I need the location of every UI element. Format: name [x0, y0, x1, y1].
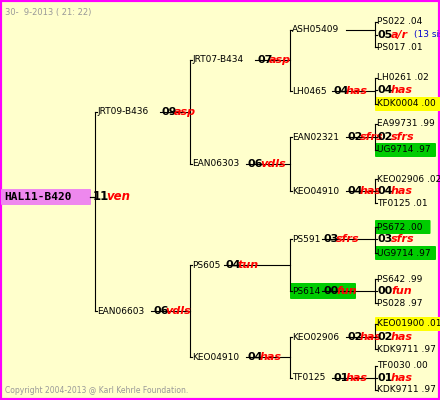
- Text: PS672 .00: PS672 .00: [377, 222, 422, 232]
- Text: has: has: [391, 332, 413, 342]
- Text: 04: 04: [348, 186, 363, 196]
- Text: PS605: PS605: [192, 260, 220, 270]
- Text: KEO04910: KEO04910: [192, 352, 239, 362]
- Text: asp: asp: [269, 55, 291, 65]
- Text: has: has: [391, 85, 413, 95]
- Text: 06: 06: [248, 159, 264, 169]
- Text: asp: asp: [174, 107, 196, 117]
- Text: 02: 02: [348, 132, 363, 142]
- Text: UG9714 .97: UG9714 .97: [377, 248, 431, 258]
- Text: has: has: [391, 373, 413, 383]
- Text: TF0030 .00: TF0030 .00: [377, 362, 428, 370]
- Text: has: has: [360, 332, 382, 342]
- Text: KEO04910: KEO04910: [292, 186, 339, 196]
- Text: sfrs: sfrs: [391, 234, 414, 244]
- Text: KEO02906 .02: KEO02906 .02: [377, 174, 440, 184]
- Text: 04: 04: [226, 260, 242, 270]
- Text: LH0261 .02: LH0261 .02: [377, 74, 429, 82]
- Text: EA99731 .99: EA99731 .99: [377, 120, 435, 128]
- Text: fun: fun: [391, 286, 412, 296]
- Text: EAN06603: EAN06603: [97, 306, 144, 316]
- Text: sfrs: sfrs: [391, 132, 414, 142]
- FancyBboxPatch shape: [290, 283, 356, 299]
- Text: fun: fun: [336, 286, 357, 296]
- Text: sfrs: sfrs: [336, 234, 359, 244]
- Text: 04: 04: [377, 186, 392, 196]
- Text: 05: 05: [377, 30, 392, 40]
- Text: vdls: vdls: [260, 159, 286, 169]
- Text: 03: 03: [377, 234, 392, 244]
- Text: ASH05409: ASH05409: [292, 26, 339, 34]
- FancyBboxPatch shape: [375, 143, 436, 157]
- FancyBboxPatch shape: [375, 246, 436, 260]
- Text: 04: 04: [334, 86, 349, 96]
- Text: has: has: [346, 86, 368, 96]
- Text: KEO02906: KEO02906: [292, 332, 339, 342]
- Text: has: has: [360, 186, 382, 196]
- Text: KDK0004 .00: KDK0004 .00: [377, 100, 436, 108]
- Text: Copyright 2004-2013 @ Karl Kehrle Foundation.: Copyright 2004-2013 @ Karl Kehrle Founda…: [5, 386, 188, 395]
- Text: JRT09-B436: JRT09-B436: [97, 108, 148, 116]
- Text: KDK9711 .97: KDK9711 .97: [377, 344, 436, 354]
- Text: 30-  9-2013 ( 21: 22): 30- 9-2013 ( 21: 22): [5, 8, 92, 17]
- Text: EAN02321: EAN02321: [292, 132, 339, 142]
- Text: 00: 00: [324, 286, 339, 296]
- Text: a/r: a/r: [391, 30, 408, 40]
- Text: tun: tun: [238, 260, 259, 270]
- Text: 07: 07: [257, 55, 272, 65]
- Text: JRT07-B434: JRT07-B434: [192, 56, 243, 64]
- Text: PS642 .99: PS642 .99: [377, 274, 422, 284]
- Text: PS022 .04: PS022 .04: [377, 18, 422, 26]
- Text: 09: 09: [162, 107, 177, 117]
- FancyBboxPatch shape: [375, 317, 440, 331]
- Text: 11: 11: [93, 190, 109, 204]
- Text: ven: ven: [106, 190, 130, 204]
- Text: KEO01900 .01: KEO01900 .01: [377, 320, 440, 328]
- Text: vdls: vdls: [165, 306, 191, 316]
- FancyBboxPatch shape: [1, 189, 91, 205]
- Text: has: has: [391, 186, 413, 196]
- Text: HAL11-B420: HAL11-B420: [4, 192, 71, 202]
- Text: PS591: PS591: [292, 234, 320, 244]
- Text: KDK9711 .97: KDK9711 .97: [377, 386, 436, 394]
- Text: LH0465: LH0465: [292, 86, 326, 96]
- Text: 04: 04: [248, 352, 264, 362]
- Text: TF0125 .01: TF0125 .01: [377, 198, 428, 208]
- Text: 04: 04: [377, 85, 392, 95]
- Text: 02: 02: [377, 332, 392, 342]
- Text: 01: 01: [377, 373, 392, 383]
- FancyBboxPatch shape: [375, 220, 430, 234]
- Text: (13 sister colonies): (13 sister colonies): [414, 30, 440, 40]
- Text: PS614: PS614: [292, 286, 320, 296]
- Text: 02: 02: [377, 132, 392, 142]
- Text: 00: 00: [377, 286, 392, 296]
- Text: TF0125: TF0125: [292, 374, 325, 382]
- Text: PS028 .97: PS028 .97: [377, 298, 422, 308]
- Text: has: has: [260, 352, 282, 362]
- Text: sfrs: sfrs: [360, 132, 384, 142]
- Text: 06: 06: [153, 306, 169, 316]
- Text: UG9714 .97: UG9714 .97: [377, 146, 431, 154]
- Text: EAN06303: EAN06303: [192, 160, 239, 168]
- Text: has: has: [346, 373, 368, 383]
- Text: 03: 03: [324, 234, 339, 244]
- Text: 01: 01: [334, 373, 349, 383]
- Text: PS017 .01: PS017 .01: [377, 42, 423, 52]
- Text: 02: 02: [348, 332, 363, 342]
- FancyBboxPatch shape: [375, 97, 440, 111]
